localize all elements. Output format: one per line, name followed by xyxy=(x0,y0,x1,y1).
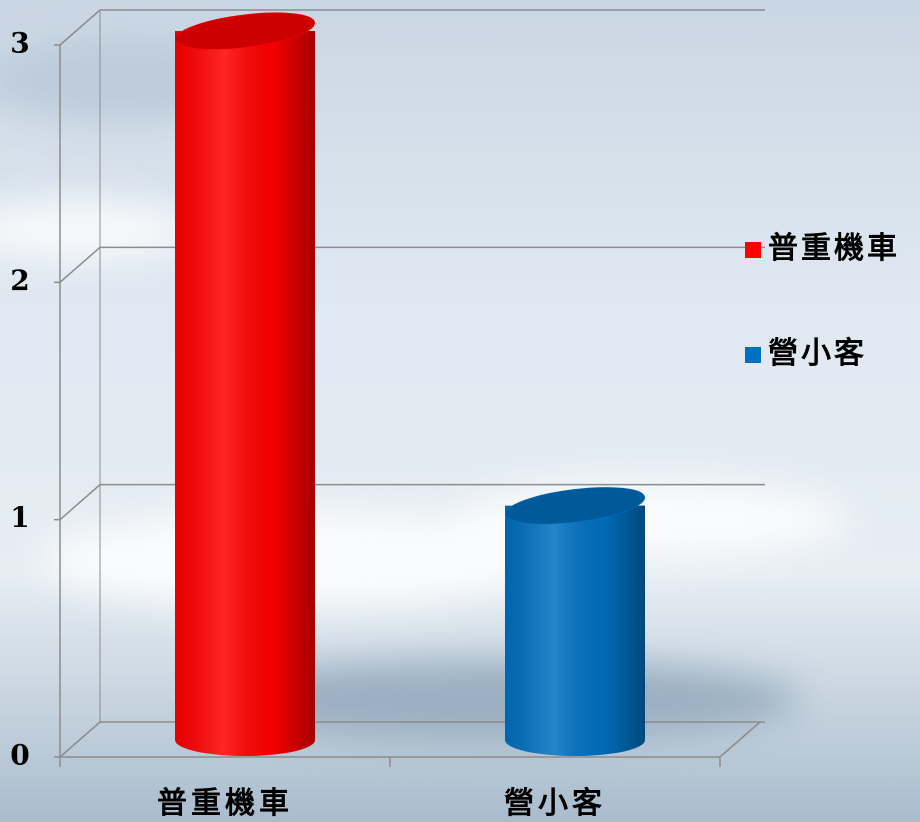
grid-line xyxy=(59,246,765,283)
grid-line xyxy=(59,483,765,521)
legend-label: 營小客 xyxy=(768,336,867,371)
x-tick-label: 營小客 xyxy=(504,786,606,821)
grid-line xyxy=(59,9,765,46)
cylinder-shade xyxy=(175,31,315,756)
y-tick-label: 0 xyxy=(10,739,29,772)
x-tick-label: 普重機車 xyxy=(157,786,293,821)
cylinder-top-shade xyxy=(505,487,645,524)
cylinder-top xyxy=(174,12,316,50)
y-tick-label: 3 xyxy=(10,27,29,60)
axis-line xyxy=(719,721,761,758)
cylinder-top-shade xyxy=(175,12,315,50)
y-tick-label: 2 xyxy=(10,264,29,297)
legend-swatch xyxy=(745,242,761,258)
y-tick-label: 1 xyxy=(10,501,29,534)
cylinder-shade xyxy=(505,505,645,756)
cylinder-top xyxy=(504,487,646,525)
legend-label: 普重機車 xyxy=(768,231,900,266)
legend-swatch xyxy=(745,347,761,363)
